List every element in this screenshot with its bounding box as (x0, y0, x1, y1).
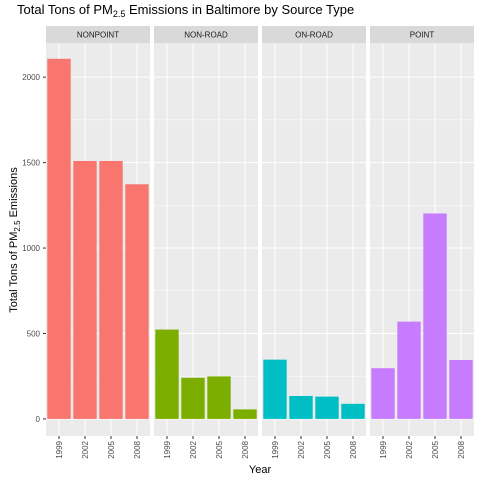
facet-strip-label: NONPOINT (77, 31, 119, 40)
bar-on-road-2002 (289, 395, 313, 419)
x-tick-label: 1999 (163, 440, 172, 458)
y-tick-label: 2000 (22, 73, 40, 82)
facet-strip (46, 26, 150, 43)
facet-panel-nonpoint: NONPOINT 1999 2002 2005 2008 (46, 26, 150, 459)
bar-nonpoint-1999 (47, 58, 71, 419)
x-tick-label: 2008 (241, 440, 250, 458)
x-tick-label: 2005 (431, 440, 440, 458)
bar-non-road-2005 (207, 376, 231, 419)
bar-nonpoint-2008 (125, 184, 149, 419)
y-axis-title: Total Tons of PM2.5 Emissions (8, 167, 22, 313)
facet-strip (262, 26, 366, 43)
bar-non-road-2002 (181, 377, 205, 419)
x-tick-label: 2008 (457, 440, 466, 458)
x-tick-label: 2002 (81, 440, 90, 458)
y-axis: 0 500 1000 1500 2000 (22, 73, 46, 424)
bar-non-road-1999 (155, 329, 179, 419)
y-tick-label: 0 (36, 415, 41, 424)
x-tick-label: 2005 (215, 440, 224, 458)
facet-panel-point: POINT 1999 2002 2005 2008 (370, 26, 474, 459)
facet-strip (154, 26, 258, 43)
facet-strip-label: NON-ROAD (184, 31, 228, 40)
y-tick-label: 1000 (22, 244, 40, 253)
facet-strip-label: POINT (410, 31, 435, 40)
bar-on-road-1999 (263, 359, 287, 419)
x-tick-label: 2008 (349, 440, 358, 458)
bar-point-2005 (423, 213, 447, 419)
bar-point-2002 (397, 321, 421, 419)
y-tick-label: 500 (27, 329, 41, 338)
y-tick-label: 1500 (22, 159, 40, 168)
x-tick-label: 1999 (271, 440, 280, 458)
x-tick-label: 2005 (323, 440, 332, 458)
chart-title: Total Tons of PM2.5 Emissions in Baltimo… (17, 2, 354, 19)
x-tick-label: 2008 (133, 440, 142, 458)
bar-point-2008 (449, 359, 473, 419)
bar-point-1999 (371, 368, 395, 419)
facet-panel-non-road: NON-ROAD 1999 2002 2005 2008 (154, 26, 258, 459)
facet-panels: NONPOINT 1999 2002 2005 2008 NON-ROAD 1999 2002… (46, 26, 474, 459)
x-tick-label: 1999 (55, 440, 64, 458)
bar-non-road-2008 (233, 409, 257, 419)
bar-nonpoint-2005 (99, 160, 123, 419)
x-tick-label: 2002 (297, 440, 306, 458)
bar-on-road-2008 (341, 403, 365, 419)
x-tick-label: 2002 (405, 440, 414, 458)
facet-panel-on-road: ON-ROAD 1999 2002 2005 2008 (262, 26, 366, 459)
x-tick-label: 1999 (379, 440, 388, 458)
facet-strip-label: ON-ROAD (295, 31, 333, 40)
bar-nonpoint-2002 (73, 160, 97, 419)
x-axis-title: Year (249, 464, 272, 476)
x-tick-label: 2005 (107, 440, 116, 458)
x-tick-label: 2002 (189, 440, 198, 458)
bar-on-road-2005 (315, 396, 339, 419)
facet-strip (370, 26, 474, 43)
